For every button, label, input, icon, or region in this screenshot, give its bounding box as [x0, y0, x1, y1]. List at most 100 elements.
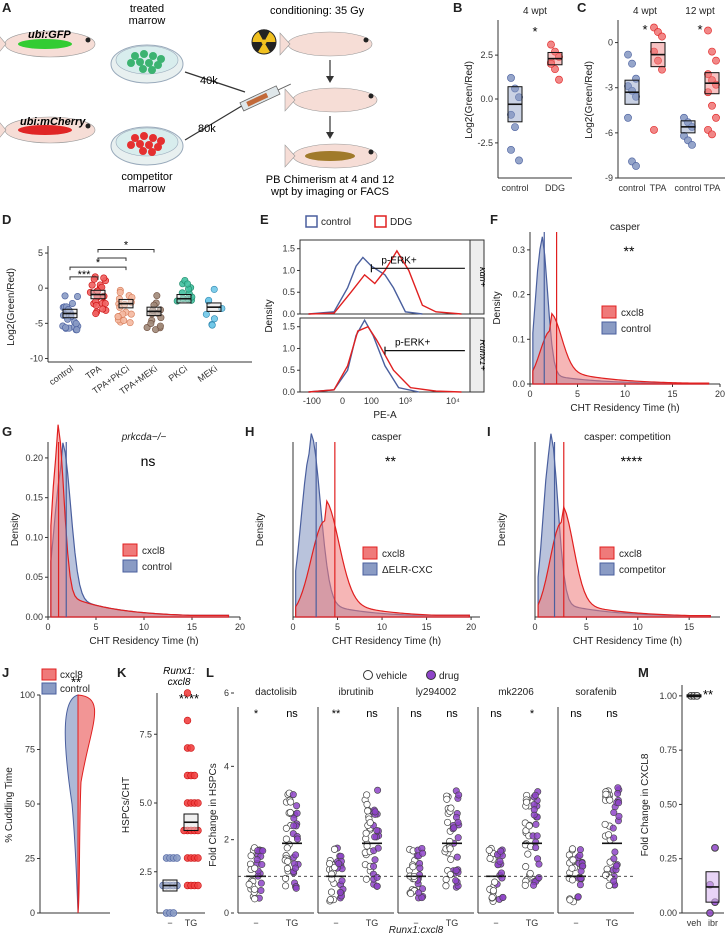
y-tick-label: 0.20	[25, 453, 43, 463]
drug-point	[499, 893, 507, 901]
legend-swatch	[41, 668, 57, 681]
data-point	[712, 56, 720, 65]
fish1-label: ubi:GFP	[28, 29, 71, 41]
vehicle-point	[602, 790, 610, 798]
significance-bracket	[97, 257, 127, 261]
x-tick-label: −	[493, 918, 498, 928]
x-tick-label: PKCi	[167, 363, 190, 383]
drug-point	[530, 881, 538, 889]
facet-strip	[469, 239, 485, 315]
vehicle-point	[287, 798, 295, 806]
panel-label-g: G	[2, 424, 13, 439]
y-tick-label: 1.0	[282, 343, 295, 353]
x-tick-label: −	[253, 918, 258, 928]
drug-point	[371, 808, 379, 816]
x-tick-label: 5	[335, 622, 340, 632]
drug-point	[531, 791, 539, 799]
x-tick-label: 10	[139, 622, 149, 632]
legend-label: control	[321, 217, 351, 228]
panel-l-chart: Fold Change in HSPCs vehicle drug 6 4 2 0 dacto…	[208, 670, 634, 936]
panel-label-e: E	[260, 212, 269, 227]
facet-title: ibrutinib	[338, 687, 373, 698]
data-point	[74, 293, 82, 301]
drug-point	[574, 893, 582, 901]
vehicle-point	[326, 860, 334, 868]
vehicle-point	[326, 896, 335, 904]
vehicle-point	[251, 895, 259, 903]
x-tick-label: -100	[303, 396, 321, 406]
x-tick-label: 5	[93, 622, 98, 632]
y-tick-label: 0	[224, 908, 229, 918]
vehicle-point	[526, 869, 534, 877]
x-tick-label: TPA	[704, 183, 721, 193]
legend-label: competitor	[619, 565, 666, 576]
panel-c-chart: 0 -3 -6 -9 Log2(Green/Red) 4 wpt 12 wpt * * contr…	[584, 6, 725, 193]
drug-point	[336, 888, 344, 896]
facet-title: dactolisib	[255, 687, 297, 698]
y-tick-label: 0.0	[282, 309, 295, 319]
y-tick-label: 0.75	[659, 745, 677, 755]
panel-label-f: F	[490, 212, 498, 227]
y-tick-label: 0.0	[282, 387, 295, 397]
y-axis-label: Log2(Green/Red)	[6, 268, 17, 346]
legend-label: DDG	[390, 217, 412, 228]
vehicle-point	[363, 791, 371, 799]
significance-label: *	[254, 708, 259, 720]
vehicle-point	[362, 829, 370, 837]
data-point	[100, 274, 108, 282]
y-tick-label: -5	[35, 318, 43, 328]
x-tick-label: 10	[633, 622, 643, 632]
data-point	[92, 302, 100, 310]
panel-label-b: B	[453, 0, 463, 15]
data-point	[187, 744, 195, 752]
drug-point	[614, 790, 622, 798]
vehicle-point	[409, 863, 417, 871]
control-curve	[308, 318, 420, 393]
drug-point	[258, 861, 266, 869]
significance-bracket	[69, 266, 127, 271]
significance-label: *	[530, 708, 535, 720]
y-tick-label: 5.0	[139, 798, 152, 808]
facet-title: ly294002	[416, 687, 457, 698]
data-point	[507, 110, 515, 119]
panel-label-l: L	[206, 665, 214, 680]
x-tick-label: 0	[527, 389, 532, 399]
vehicle-point	[568, 876, 576, 884]
data-point	[62, 324, 70, 332]
fish2-label: ubi:mCherry	[20, 116, 86, 128]
gfp-fish-icon	[0, 30, 96, 58]
data-point	[183, 689, 192, 697]
vehicle-point	[245, 880, 253, 888]
data-point	[555, 75, 563, 84]
facet-label: kdrl+	[478, 267, 485, 287]
significance-bracket	[69, 276, 99, 280]
y-axis-label: Density	[255, 513, 266, 546]
y-tick-label: 0.10	[25, 532, 43, 542]
data-point	[650, 125, 658, 134]
data-point	[658, 32, 666, 41]
x-tick-label: 0	[290, 622, 295, 632]
x-tick-label: 15	[667, 389, 677, 399]
y-tick-label: 0.05	[25, 572, 43, 582]
drug-point	[577, 867, 585, 875]
data-point	[547, 59, 555, 68]
significance-label: **	[71, 674, 81, 689]
x-axis-label: CHT Residency Time (h)	[89, 636, 198, 647]
vehicle-point	[568, 864, 576, 872]
competitor-label: competitor marrow	[121, 171, 173, 195]
arrow-competitor	[184, 103, 246, 141]
drug-point	[454, 834, 462, 842]
vehicle-point	[251, 885, 259, 893]
drug-point	[576, 851, 584, 859]
data-point	[624, 50, 632, 59]
chart-title: Runx1:	[163, 666, 195, 677]
x-tick-label: DDG	[545, 183, 565, 193]
gate-label: p-ERK+	[381, 255, 416, 266]
x-tick-label: 10³	[399, 396, 412, 406]
drug-point	[371, 833, 379, 841]
y-tick-label: 0.2	[512, 290, 525, 300]
data-point	[632, 92, 640, 101]
drug-point	[293, 809, 301, 817]
legend-label: cxcl8	[60, 670, 83, 681]
